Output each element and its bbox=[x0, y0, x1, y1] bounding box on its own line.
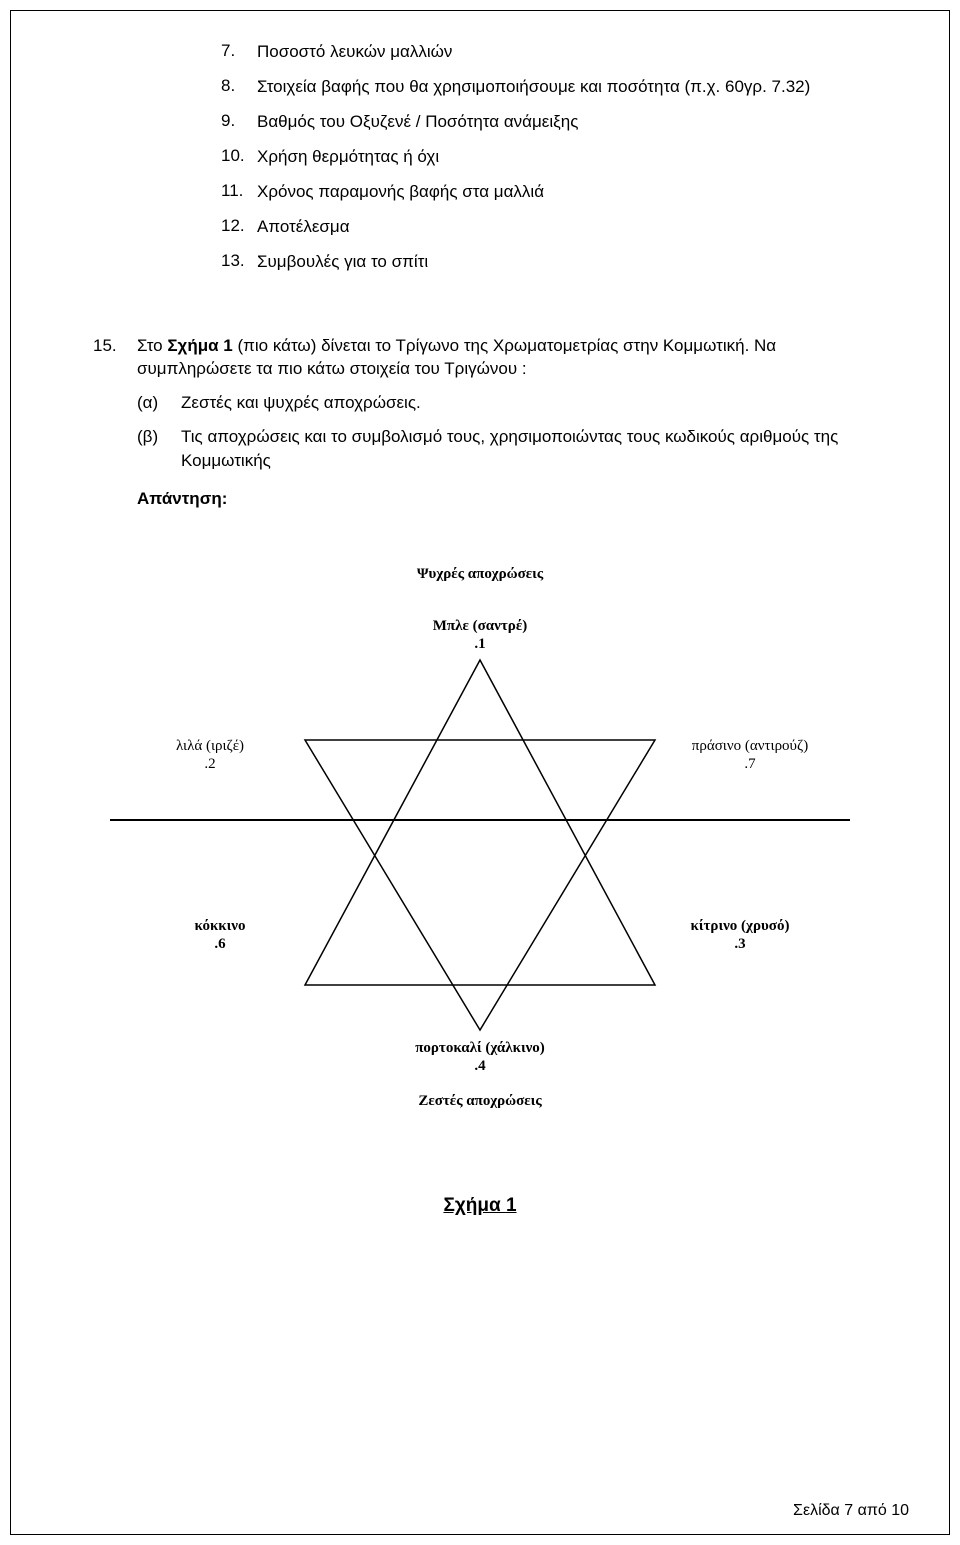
figure-label: Σχήμα 1 bbox=[51, 1195, 909, 1217]
list-text: Αποτέλεσμα bbox=[257, 216, 909, 239]
bottom-left-label: κόκκινο bbox=[195, 918, 246, 934]
sub-text: Ζεστές και ψυχρές αποχρώσεις. bbox=[181, 391, 421, 415]
list-number: 12. bbox=[221, 216, 257, 239]
list-text: Στοιχεία βαφής που θα χρησιμοποιήσουμε κ… bbox=[257, 76, 909, 99]
list-item: 11. Χρόνος παραμονής βαφής στα μαλλιά bbox=[221, 181, 909, 204]
numbered-list: 7. Ποσοστό λευκών μαλλιών 8. Στοιχεία βα… bbox=[221, 41, 909, 274]
top-right-code: .7 bbox=[744, 756, 756, 772]
list-text: Συμβουλές για το σπίτι bbox=[257, 251, 909, 274]
intro-bold: Σχήμα 1 bbox=[167, 336, 232, 355]
sub-item-b: (β) Τις αποχρώσεις και το συμβολισμό του… bbox=[137, 425, 869, 473]
bottom-right-code: .3 bbox=[734, 936, 745, 952]
list-item: 12. Αποτέλεσμα bbox=[221, 216, 909, 239]
top-label: Μπλε (σαντρέ) bbox=[433, 618, 527, 634]
list-number: 8. bbox=[221, 76, 257, 99]
list-number: 10. bbox=[221, 146, 257, 169]
list-item: 13. Συμβουλές για το σπίτι bbox=[221, 251, 909, 274]
title-top: Ψυχρές αποχρώσεις bbox=[417, 566, 544, 582]
list-text: Χρήση θερμότητας ή όχι bbox=[257, 146, 909, 169]
list-item: 8. Στοιχεία βαφής που θα χρησιμοποιήσουμ… bbox=[221, 76, 909, 99]
question-block: 15. Στο Σχήμα 1 (πιο κάτω) δίνεται το Τρ… bbox=[93, 334, 909, 511]
list-item: 9. Βαθμός του Οξυζενέ / Ποσότητα ανάμειξ… bbox=[221, 111, 909, 134]
bottom-left-code: .6 bbox=[214, 936, 226, 952]
intro-pre: Στο bbox=[137, 336, 167, 355]
sub-mark: (β) bbox=[137, 425, 181, 473]
list-item: 7. Ποσοστό λευκών μαλλιών bbox=[221, 41, 909, 64]
question-body: Στο Σχήμα 1 (πιο κάτω) δίνεται το Τρίγων… bbox=[137, 334, 869, 511]
inverted-triangle bbox=[305, 740, 655, 1030]
top-right-label: πράσινο (αντιρούζ) bbox=[692, 738, 808, 754]
bottom-right-label: κίτρινο (χρυσό) bbox=[691, 918, 790, 934]
question-number: 15. bbox=[93, 334, 137, 511]
sub-mark: (α) bbox=[137, 391, 181, 415]
page-footer: Σελίδα 7 από 10 bbox=[793, 1502, 909, 1520]
list-item: 10. Χρήση θερμότητας ή όχι bbox=[221, 146, 909, 169]
question-intro: 15. Στο Σχήμα 1 (πιο κάτω) δίνεται το Τρ… bbox=[93, 334, 909, 511]
answer-label: Απάντηση: bbox=[137, 487, 869, 511]
top-left-code: .2 bbox=[204, 756, 215, 772]
title-bottom: Ζεστές αποχρώσεις bbox=[418, 1093, 542, 1109]
list-number: 7. bbox=[221, 41, 257, 64]
sub-text: Τις αποχρώσεις και το συμβολισμό τους, χ… bbox=[181, 425, 869, 473]
list-text: Χρόνος παραμονής βαφής στα μαλλιά bbox=[257, 181, 909, 204]
star-of-david-svg: Ψυχρές αποχρώσεις Μπλε (σαντρέ) .1 λιλά … bbox=[90, 550, 870, 1110]
list-text: Βαθμός του Οξυζενέ / Ποσότητα ανάμειξης bbox=[257, 111, 909, 134]
bottom-label: πορτοκαλί (χάλκινο) bbox=[415, 1040, 545, 1056]
list-text: Ποσοστό λευκών μαλλιών bbox=[257, 41, 909, 64]
top-code: .1 bbox=[474, 636, 485, 652]
list-number: 13. bbox=[221, 251, 257, 274]
upright-triangle bbox=[305, 660, 655, 985]
top-left-label: λιλά (ιριζέ) bbox=[176, 738, 244, 754]
bottom-code: .4 bbox=[474, 1058, 486, 1074]
list-number: 9. bbox=[221, 111, 257, 134]
intro-post: (πιο κάτω) δίνεται το Τρίγωνο της Χρωματ… bbox=[137, 336, 776, 379]
color-triangle-diagram: Ψυχρές αποχρώσεις Μπλε (σαντρέ) .1 λιλά … bbox=[51, 550, 909, 1115]
page-frame: 7. Ποσοστό λευκών μαλλιών 8. Στοιχεία βα… bbox=[10, 10, 950, 1535]
sub-item-a: (α) Ζεστές και ψυχρές αποχρώσεις. bbox=[137, 391, 869, 415]
list-number: 11. bbox=[221, 181, 257, 204]
